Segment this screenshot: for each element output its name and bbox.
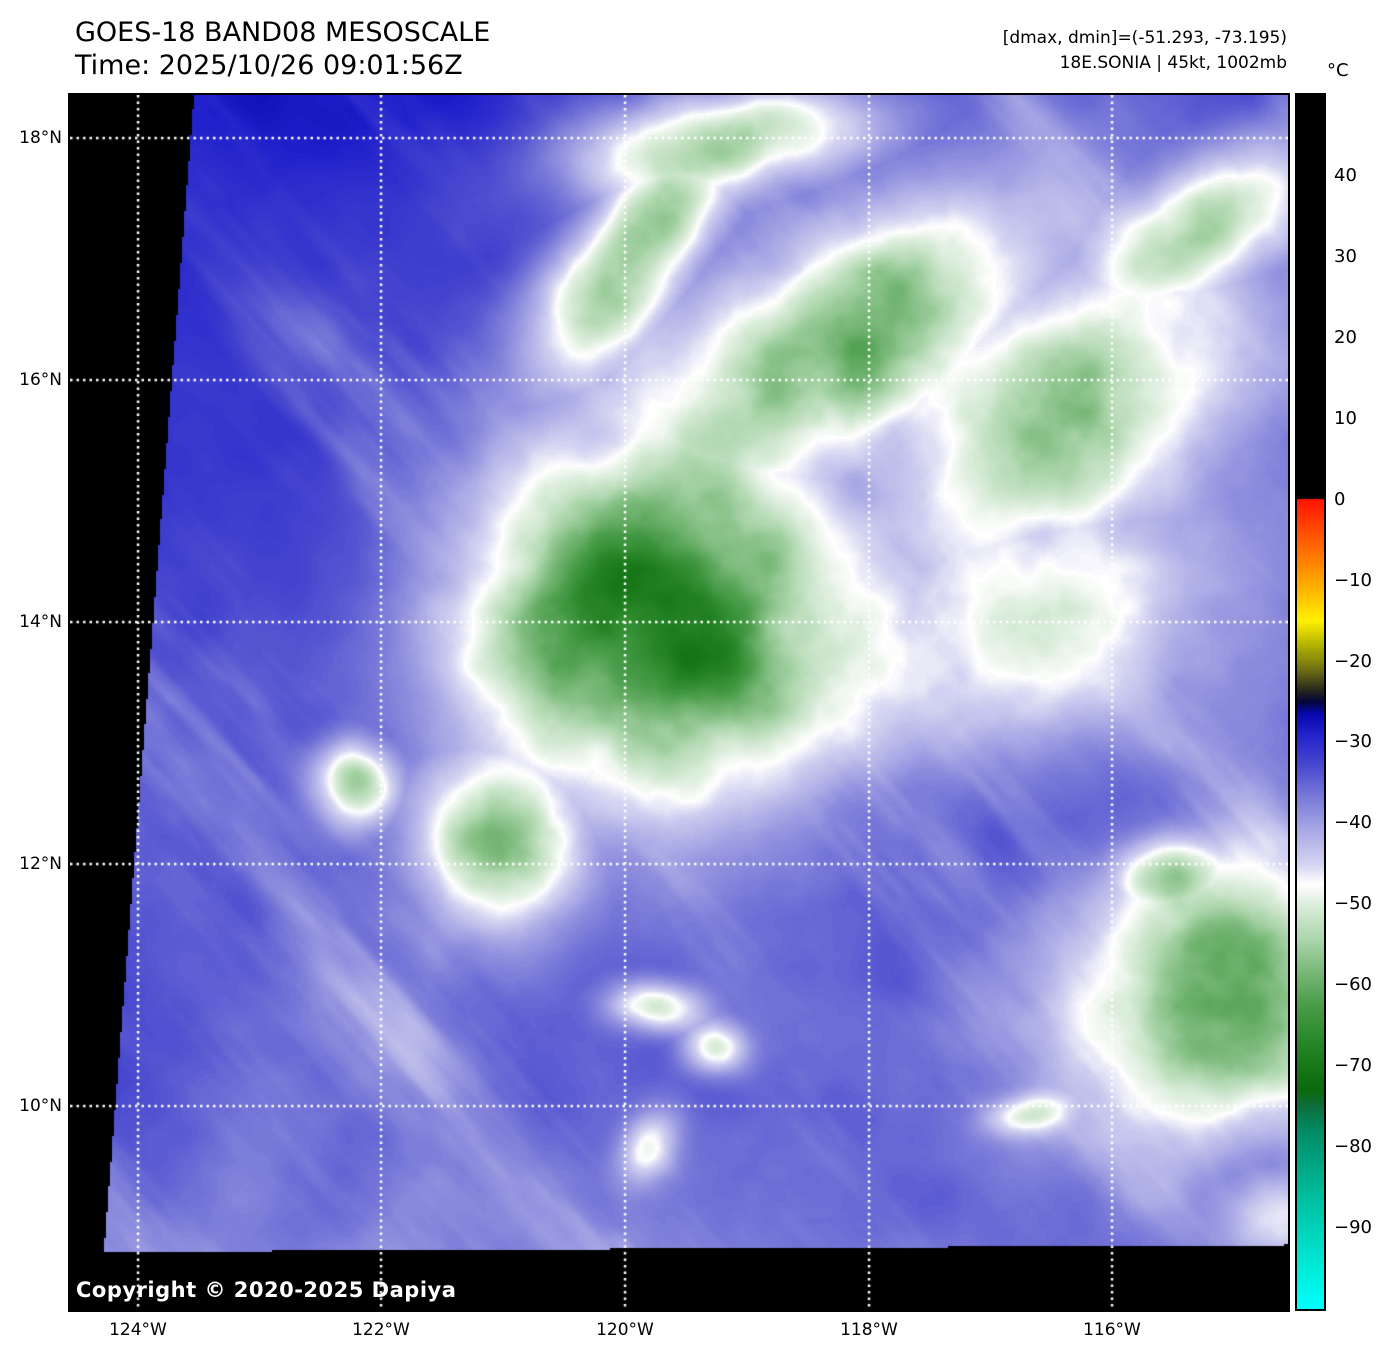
colorbar-tick-label: −60: [1334, 974, 1372, 996]
lat-label: 14°N: [19, 612, 62, 632]
colorbar-tick-label: 0: [1334, 488, 1346, 510]
colorbar-tick-label: −30: [1334, 731, 1372, 753]
colorbar: [1295, 93, 1326, 1311]
satellite-image-canvas: [70, 95, 1288, 1310]
figure-timestamp: Time: 2025/10/26 09:01:56Z: [75, 50, 463, 81]
colorbar-tick-label: −10: [1334, 569, 1372, 591]
colorbar-tick-label: 20: [1334, 326, 1357, 348]
lon-label: 124°W: [109, 1320, 167, 1340]
colorbar-gradient-canvas: [1297, 95, 1324, 1309]
title-block: GOES-18 BAND08 MESOSCALE Time: 2025/10/2…: [75, 16, 490, 82]
info-block: [dmax, dmin]=(-51.293, -73.195) 18E.SONI…: [1003, 26, 1287, 76]
lat-label: 12°N: [19, 854, 62, 874]
storm-info: 18E.SONIA | 45kt, 1002mb: [1059, 53, 1287, 73]
colorbar-tick-label: −80: [1334, 1136, 1372, 1158]
dmax-dmin-readout: [dmax, dmin]=(-51.293, -73.195): [1002, 28, 1287, 48]
satellite-map: Copyright © 2020-2025 Dapiya: [68, 93, 1290, 1312]
figure-title: GOES-18 BAND08 MESOSCALE: [75, 17, 491, 48]
colorbar-tick-label: 30: [1334, 245, 1357, 267]
copyright-label: Copyright © 2020-2025 Dapiya: [76, 1278, 457, 1302]
colorbar-tick-label: 40: [1334, 164, 1357, 186]
lon-label: 122°W: [352, 1320, 410, 1340]
colorbar-tick-label: −20: [1334, 650, 1372, 672]
colorbar-unit-label: °C: [1327, 60, 1349, 81]
lat-label: 16°N: [19, 370, 62, 390]
lon-label: 116°W: [1083, 1320, 1141, 1340]
colorbar-tick-label: −90: [1334, 1217, 1372, 1239]
colorbar-tick-label: −40: [1334, 812, 1372, 834]
lon-label: 120°W: [596, 1320, 654, 1340]
colorbar-tick-label: 10: [1334, 407, 1357, 429]
lat-label: 18°N: [19, 128, 62, 148]
lon-label: 118°W: [840, 1320, 898, 1340]
lat-label: 10°N: [19, 1096, 62, 1116]
colorbar-tick-label: −50: [1334, 893, 1372, 915]
colorbar-tick-label: −70: [1334, 1055, 1372, 1077]
